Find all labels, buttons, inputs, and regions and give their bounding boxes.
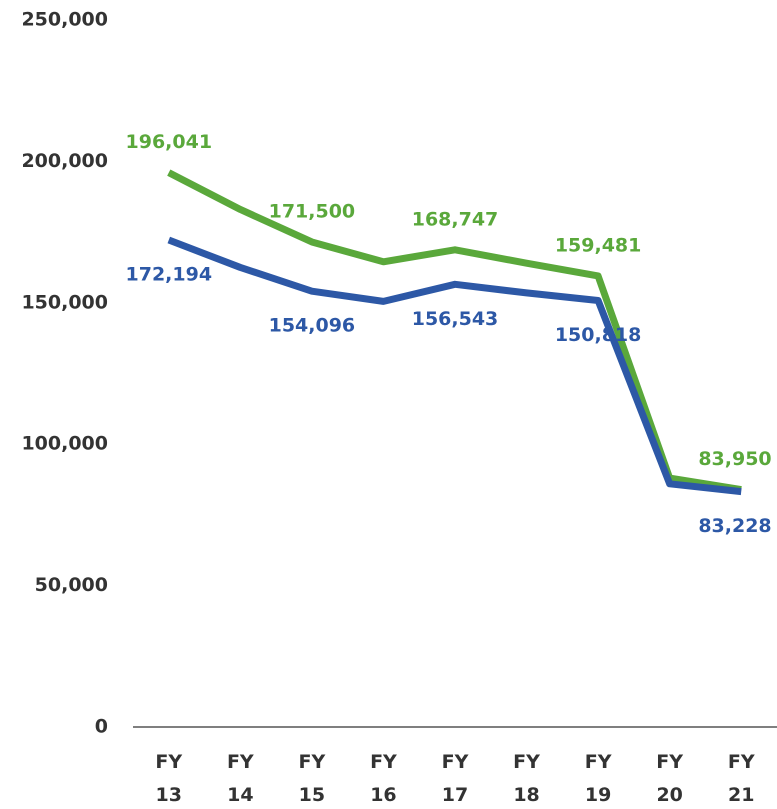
data-label: 168,747 — [412, 208, 499, 230]
data-label: 159,481 — [555, 234, 642, 256]
data-label: 154,096 — [269, 315, 356, 337]
y-tick-label: 200,000 — [21, 150, 108, 172]
data-label: 83,950 — [698, 448, 771, 470]
data-label: 83,228 — [698, 515, 771, 537]
data-label: 172,194 — [126, 264, 213, 286]
y-tick-label: 50,000 — [35, 574, 108, 596]
x-tick-label: FY 21 — [728, 751, 755, 806]
y-tick-label: 150,000 — [21, 291, 108, 313]
x-tick-label: FY 20 — [656, 751, 683, 806]
series-line — [167, 169, 742, 494]
data-label: 196,041 — [126, 131, 213, 153]
data-label: 171,500 — [269, 200, 356, 222]
y-tick-label: 250,000 — [21, 9, 108, 31]
x-tick-label: FY 13 — [155, 751, 182, 806]
x-tick-label: FY 19 — [585, 751, 612, 806]
x-tick-label: FY 16 — [370, 751, 397, 806]
x-tick-label: FY 17 — [442, 751, 469, 806]
data-label: 150,818 — [555, 324, 642, 346]
data-label: 156,543 — [412, 308, 499, 330]
y-tick-label: 0 — [95, 716, 108, 738]
x-tick-label: FY 18 — [513, 751, 540, 806]
series-line — [167, 236, 742, 496]
x-tick-label: FY 14 — [227, 751, 254, 806]
x-tick-label: FY 15 — [299, 751, 326, 806]
y-tick-label: 100,000 — [21, 433, 108, 455]
